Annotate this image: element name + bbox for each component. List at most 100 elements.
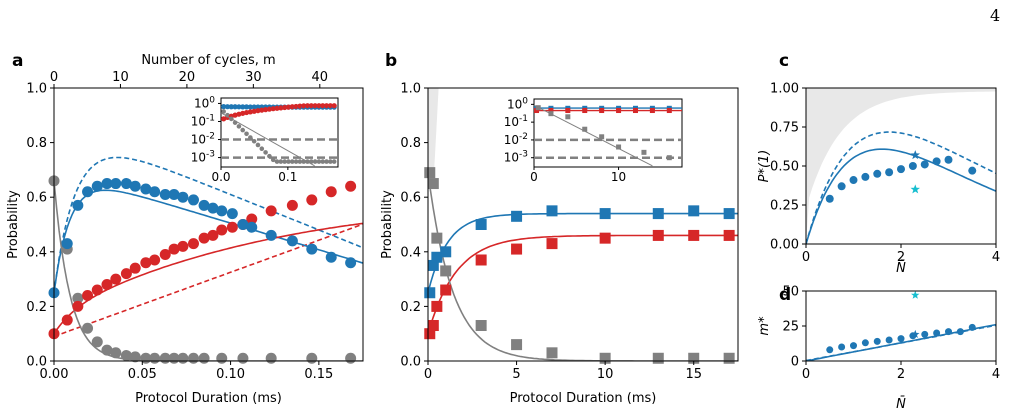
blue-dashed-fit	[54, 156, 363, 293]
inset-point	[649, 108, 655, 114]
fit-lines	[806, 323, 996, 361]
data-point	[265, 205, 277, 217]
data-point	[424, 328, 436, 340]
data-point	[198, 199, 210, 211]
shaded-region	[428, 88, 439, 170]
y-tick-label: 0	[791, 355, 799, 370]
data-point	[932, 157, 941, 166]
data-point	[861, 172, 870, 181]
fit-lines	[428, 172, 738, 361]
inset-point	[224, 104, 231, 110]
x-tick-label: 0	[802, 367, 810, 382]
data-point	[120, 350, 132, 362]
star-marker	[911, 329, 920, 338]
inset-y-tick-label: 10-1	[191, 113, 215, 128]
inset-point	[293, 159, 299, 164]
y-tick-label: 0.50	[770, 160, 799, 175]
x-tick-label: 0	[424, 367, 432, 382]
star-marker	[910, 184, 920, 194]
inset-y-tick-label: 10-1	[504, 114, 528, 129]
inset-point	[243, 104, 250, 110]
data-point	[688, 229, 700, 241]
data-point	[424, 167, 436, 179]
data-point	[187, 352, 199, 364]
inset-point	[248, 135, 253, 140]
data-point	[475, 219, 487, 230]
data-point	[216, 224, 228, 236]
data-point	[850, 342, 857, 350]
panel-label: c	[779, 51, 789, 71]
inset-point	[286, 159, 291, 164]
panel-b: b 0 5 10 15 0.0 0.2 0.4 0.6 0.8 1.0 Protocol Durati…	[380, 51, 739, 406]
data-point	[61, 238, 73, 250]
inset-x-tick-label: 0.1	[278, 170, 297, 184]
data-point	[345, 352, 357, 364]
exponent: -2	[519, 132, 528, 142]
x-tick-label: 10	[597, 367, 614, 382]
inset-point	[236, 124, 242, 129]
panel-c: c 0 2 4 0.00 0.25 0.50 0.75 1.00 N̄ P*(1)	[757, 51, 1000, 276]
data-point	[110, 347, 122, 359]
data-point	[187, 238, 199, 250]
data-point	[325, 251, 337, 263]
data-point	[873, 337, 881, 345]
inset-point	[251, 104, 257, 110]
x-tick-label: 2	[897, 250, 905, 265]
x-tick-label: 0.10	[216, 367, 245, 382]
data-point	[140, 183, 152, 195]
data-point	[120, 178, 132, 190]
data-point	[129, 262, 141, 274]
x-tick-label: 0.05	[128, 367, 157, 382]
y-tick-label: 0.2	[26, 300, 47, 315]
data-point	[110, 178, 122, 190]
y-tick-label: 0.0	[400, 355, 421, 370]
y-axis-label: P*(1)	[757, 150, 772, 183]
top-tick-label: 40	[312, 70, 329, 85]
data-point	[149, 352, 161, 364]
x-tick-label: 0.15	[304, 367, 333, 382]
data-point	[168, 243, 180, 255]
top-tick-label: 10	[112, 70, 129, 85]
data-point	[72, 300, 84, 312]
inset-y-tick-label: 100	[194, 95, 215, 110]
data-point	[599, 352, 611, 364]
inset-point	[263, 150, 268, 155]
data-point	[652, 352, 664, 364]
inset-point	[331, 159, 337, 164]
inset-point	[255, 104, 261, 110]
data-point	[897, 165, 905, 174]
data-point	[440, 246, 452, 258]
data-point	[546, 205, 558, 217]
data-point	[431, 232, 443, 244]
y-tick-label: 0.8	[400, 136, 421, 151]
data-point	[168, 188, 180, 200]
data-point	[838, 343, 846, 351]
data-point	[837, 182, 846, 191]
inset-series	[533, 104, 682, 167]
data-point	[849, 176, 858, 185]
data-point	[968, 323, 976, 331]
inset-x-tick-label: 0	[530, 170, 538, 184]
data-point	[72, 292, 84, 304]
inset-y-tick-label: 100	[507, 96, 528, 111]
data-point	[325, 186, 337, 198]
data-point	[129, 351, 141, 363]
data-point	[897, 335, 905, 343]
data-point	[207, 202, 219, 214]
panel-label: a	[12, 51, 23, 71]
top-tick-label: 20	[179, 70, 196, 85]
top-axis-label: Number of cycles, m	[141, 53, 275, 68]
inset-series	[220, 103, 337, 167]
data-point	[599, 208, 611, 220]
data-point	[440, 284, 452, 296]
data-point	[110, 273, 122, 285]
data-point	[723, 229, 735, 241]
data-point	[140, 257, 152, 269]
inset-point	[285, 104, 292, 110]
y-tick-label: 1.0	[26, 82, 47, 97]
inset-point	[259, 107, 265, 113]
x-axis-label: Protocol Duration (ms)	[510, 391, 657, 406]
star-marker	[911, 290, 920, 299]
data-point	[345, 257, 357, 269]
